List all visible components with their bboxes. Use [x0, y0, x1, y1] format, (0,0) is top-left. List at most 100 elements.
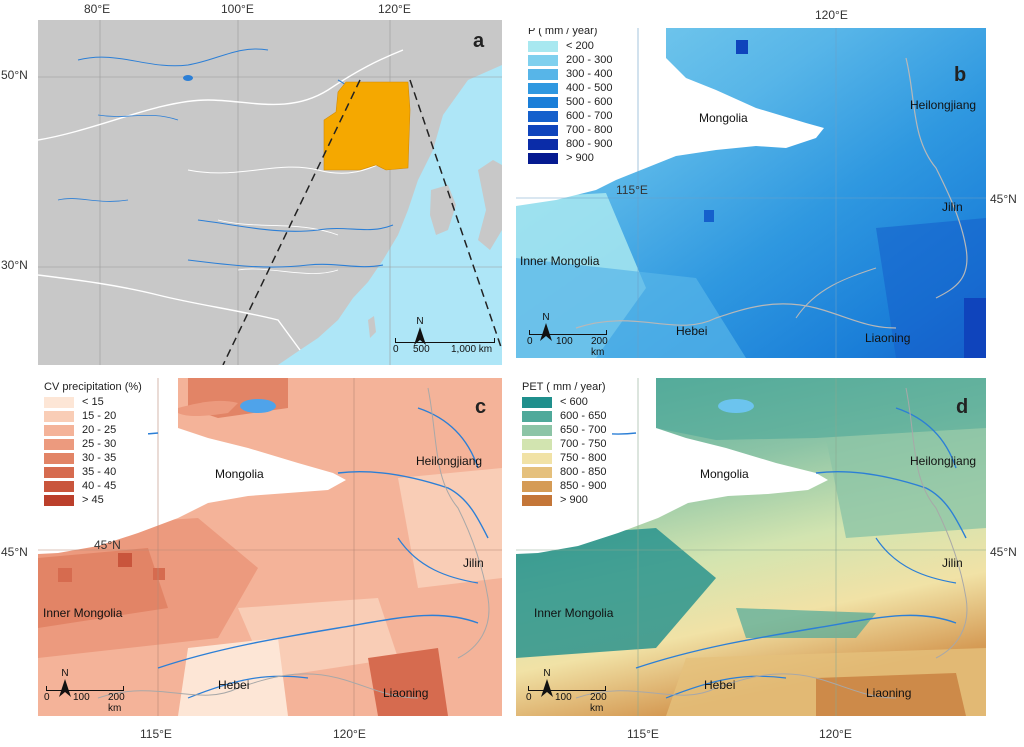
legend-swatch [528, 82, 558, 94]
legend-label: 40 - 45 [82, 480, 117, 492]
panel-a-map: a N 0 500 1,000 km [38, 20, 502, 365]
panel-b-legend-item: 200 - 300 [528, 54, 612, 66]
legend-swatch [528, 96, 558, 108]
legend-label: 600 - 650 [560, 410, 607, 422]
panel-c-legend-item: 40 - 45 [44, 480, 142, 492]
panel-d-legend: PET ( mm / year) < 600 600 - 650 650 - 700… [516, 378, 613, 512]
panel-c-letter: c [475, 396, 487, 418]
legend-swatch [522, 466, 552, 478]
panel-b-label-jilin: Jilin [942, 200, 963, 214]
panel-c-legend-item: 20 - 25 [44, 424, 142, 436]
japan-island [478, 160, 502, 250]
legend-swatch [528, 54, 558, 66]
legend-label: 400 - 500 [566, 82, 613, 94]
legend-label: 700 - 750 [560, 438, 607, 450]
legend-label: 500 - 600 [566, 96, 613, 108]
panel-b-lon-115: 115°E [616, 183, 648, 197]
legend-swatch [44, 396, 74, 408]
legend-label: 30 - 35 [82, 452, 117, 464]
legend-label: 700 - 800 [566, 124, 613, 136]
legend-swatch [44, 466, 74, 478]
panel-d-legend-item: 700 - 750 [522, 438, 606, 450]
legend-swatch [44, 480, 74, 492]
legend-label: 600 - 700 [566, 110, 613, 122]
legend-swatch [522, 494, 552, 506]
legend-swatch [522, 424, 552, 436]
panel-d-label-mongolia: Mongolia [700, 467, 749, 481]
legend-label: 15 - 20 [82, 410, 117, 422]
panel-d-legend-item: > 900 [522, 494, 606, 506]
legend-label: 800 - 900 [566, 138, 613, 150]
legend-swatch [522, 452, 552, 464]
legend-label: < 600 [560, 396, 588, 408]
legend-swatch [44, 410, 74, 422]
panel-b-legend-item: 600 - 700 [528, 110, 612, 122]
panel-a-lat-50: 50°N [1, 68, 28, 82]
panel-b-legend-item: 300 - 400 [528, 68, 612, 80]
panel-b-legend: P ( mm / year) < 200 200 - 300 300 - 400 40… [522, 28, 619, 170]
legend-swatch [528, 124, 558, 136]
legend-label: 800 - 850 [560, 466, 607, 478]
legend-label: > 45 [82, 494, 104, 506]
panel-c-lat-45-left: 45°N [1, 545, 28, 559]
panel-b-label-hebei: Hebei [676, 324, 708, 338]
panel-c-label-heilongjiang: Heilongjiang [416, 454, 483, 468]
korea-peninsula [430, 185, 456, 235]
panel-d-lat-45: 45°N [990, 545, 1017, 559]
legend-swatch [522, 438, 552, 450]
panel-c-legend-item: < 15 [44, 396, 142, 408]
panel-b-legend-item: 700 - 800 [528, 124, 612, 136]
legend-label: > 900 [566, 152, 594, 164]
panel-c-legend-item: 35 - 40 [44, 466, 142, 478]
panel-d-label-jilin: Jilin [942, 556, 963, 570]
panel-c-legend-item: 15 - 20 [44, 410, 142, 422]
panel-c-scalebar: 0 100 200 km [44, 686, 126, 714]
legend-label: 750 - 800 [560, 452, 607, 464]
panel-c-label-liaoning: Liaoning [383, 686, 429, 700]
panel-d-label-liaoning: Liaoning [866, 686, 912, 700]
panel-b-label-inner-mongolia: Inner Mongolia [520, 254, 600, 268]
panel-b-lon-120: 120°E [815, 8, 848, 22]
legend-swatch [44, 438, 74, 450]
legend-swatch [522, 396, 552, 408]
panel-a-letter: a [473, 30, 485, 52]
legend-swatch [522, 410, 552, 422]
legend-swatch [44, 494, 74, 506]
panel-b-letter: b [954, 64, 967, 86]
panel-c-legend-item: 30 - 35 [44, 452, 142, 464]
legend-label: 850 - 900 [560, 480, 607, 492]
panel-d-map: d Mongolia Heilongjiang Jilin Inner Mong… [516, 378, 986, 716]
legend-label: 20 - 25 [82, 424, 117, 436]
legend-label: 25 - 30 [82, 438, 117, 450]
panel-d-legend-item: 750 - 800 [522, 452, 606, 464]
panel-c-legend-title: CV precipitation (%) [44, 381, 142, 393]
panel-c-lon-115: 115°E [140, 727, 172, 741]
legend-label: 35 - 40 [82, 466, 117, 478]
panel-a-lon-100: 100°E [221, 2, 254, 16]
panel-a-lat-30: 30°N [1, 258, 28, 272]
taiwan-island [368, 316, 376, 338]
panel-c-legend: CV precipitation (%) < 15 15 - 20 20 - 25 2… [38, 378, 148, 512]
panel-c-legend-item: > 45 [44, 494, 142, 506]
panel-b-legend-item: < 200 [528, 40, 612, 52]
panel-b-legend-item: > 900 [528, 152, 612, 164]
panel-a-scalebar: 0 500 1,000 km [393, 338, 495, 355]
panel-c-label-hebei: Hebei [218, 678, 250, 692]
panel-d-legend-item: 850 - 900 [522, 480, 606, 492]
panel-b-north-arrow: N [539, 312, 553, 344]
legend-label: > 900 [560, 494, 588, 506]
legend-swatch [44, 424, 74, 436]
panel-b-legend-item: 800 - 900 [528, 138, 612, 150]
legend-swatch [528, 110, 558, 122]
study-area [323, 81, 411, 171]
panel-b-legend-title: P ( mm / year) [528, 28, 598, 37]
panel-d-label-hebei: Hebei [704, 678, 736, 692]
panel-b-lat-45: 45°N [990, 192, 1017, 206]
legend-swatch [528, 152, 558, 164]
panel-d-legend-title: PET ( mm / year) [522, 381, 606, 393]
panel-c-lat-45-inner: 45°N [94, 538, 121, 552]
panel-b-label-heilongjiang: Heilongjiang [910, 98, 977, 112]
legend-swatch [528, 138, 558, 150]
panel-d-legend-item: 600 - 650 [522, 410, 606, 422]
panel-d-scalebar: 0 100 200 km [526, 686, 608, 714]
